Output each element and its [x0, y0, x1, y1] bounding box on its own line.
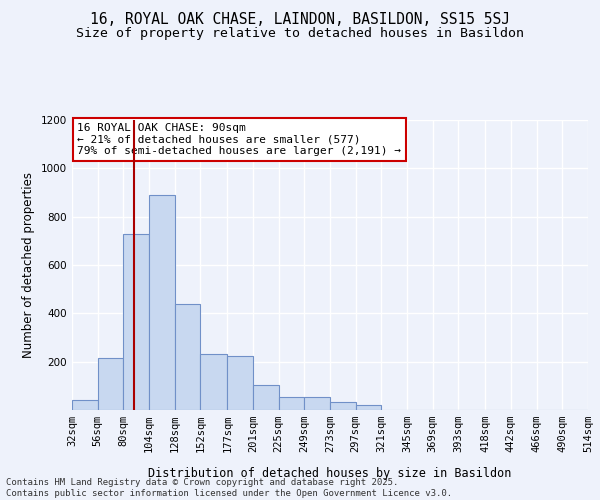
Bar [98, 358, 124, 410]
Bar [200, 354, 227, 410]
Bar [227, 356, 253, 410]
Bar [253, 384, 278, 410]
Bar [330, 402, 356, 410]
Bar [124, 234, 149, 410]
Text: Contains HM Land Registry data © Crown copyright and database right 2025.
Contai: Contains HM Land Registry data © Crown c… [6, 478, 452, 498]
Bar [72, 400, 98, 410]
Text: Size of property relative to detached houses in Basildon: Size of property relative to detached ho… [76, 28, 524, 40]
Bar [304, 396, 330, 410]
Text: Distribution of detached houses by size in Basildon: Distribution of detached houses by size … [148, 468, 512, 480]
Text: 16, ROYAL OAK CHASE, LAINDON, BASILDON, SS15 5SJ: 16, ROYAL OAK CHASE, LAINDON, BASILDON, … [90, 12, 510, 28]
Bar [278, 396, 304, 410]
Bar [175, 304, 200, 410]
Bar [356, 405, 382, 410]
Y-axis label: Number of detached properties: Number of detached properties [22, 172, 35, 358]
Bar [149, 195, 175, 410]
Text: 16 ROYAL OAK CHASE: 90sqm
← 21% of detached houses are smaller (577)
79% of semi: 16 ROYAL OAK CHASE: 90sqm ← 21% of detac… [77, 123, 401, 156]
